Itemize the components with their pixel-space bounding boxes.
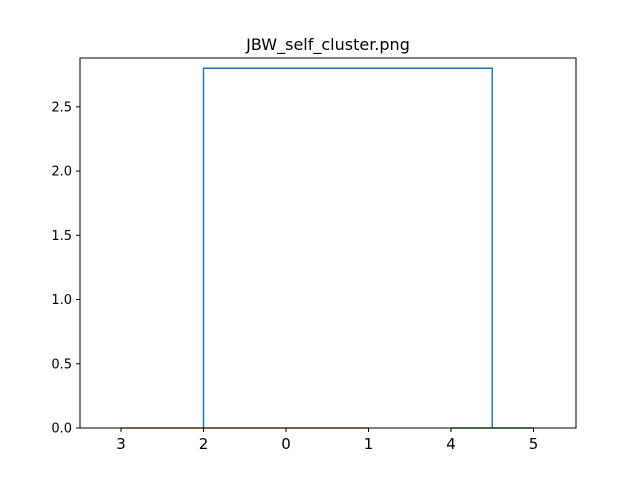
chart-title: JBW_self_cluster.png [245,35,410,55]
ytick-label: 1.0 [51,293,72,308]
root-link [202,67,493,428]
axis-layer: 0.0 0.5 1.0 1.5 2.0 2.5 3 2 0 1 4 5 [51,100,538,453]
ytick-label: 2.0 [51,165,72,180]
ytick-label: 0.0 [51,422,72,437]
ytick-label: 2.5 [51,100,72,115]
leaf-label: 3 [116,435,126,453]
ytick-label: 1.5 [51,229,72,244]
ytick-label: 0.5 [51,357,72,372]
leaf-label: 1 [364,435,374,453]
plot-frame [79,57,577,429]
plot-layer [121,67,534,429]
leaf-label: 5 [529,435,539,453]
leaf-label: 0 [281,435,291,453]
leaf-label: 4 [446,435,456,453]
leaf-label: 2 [199,435,209,453]
